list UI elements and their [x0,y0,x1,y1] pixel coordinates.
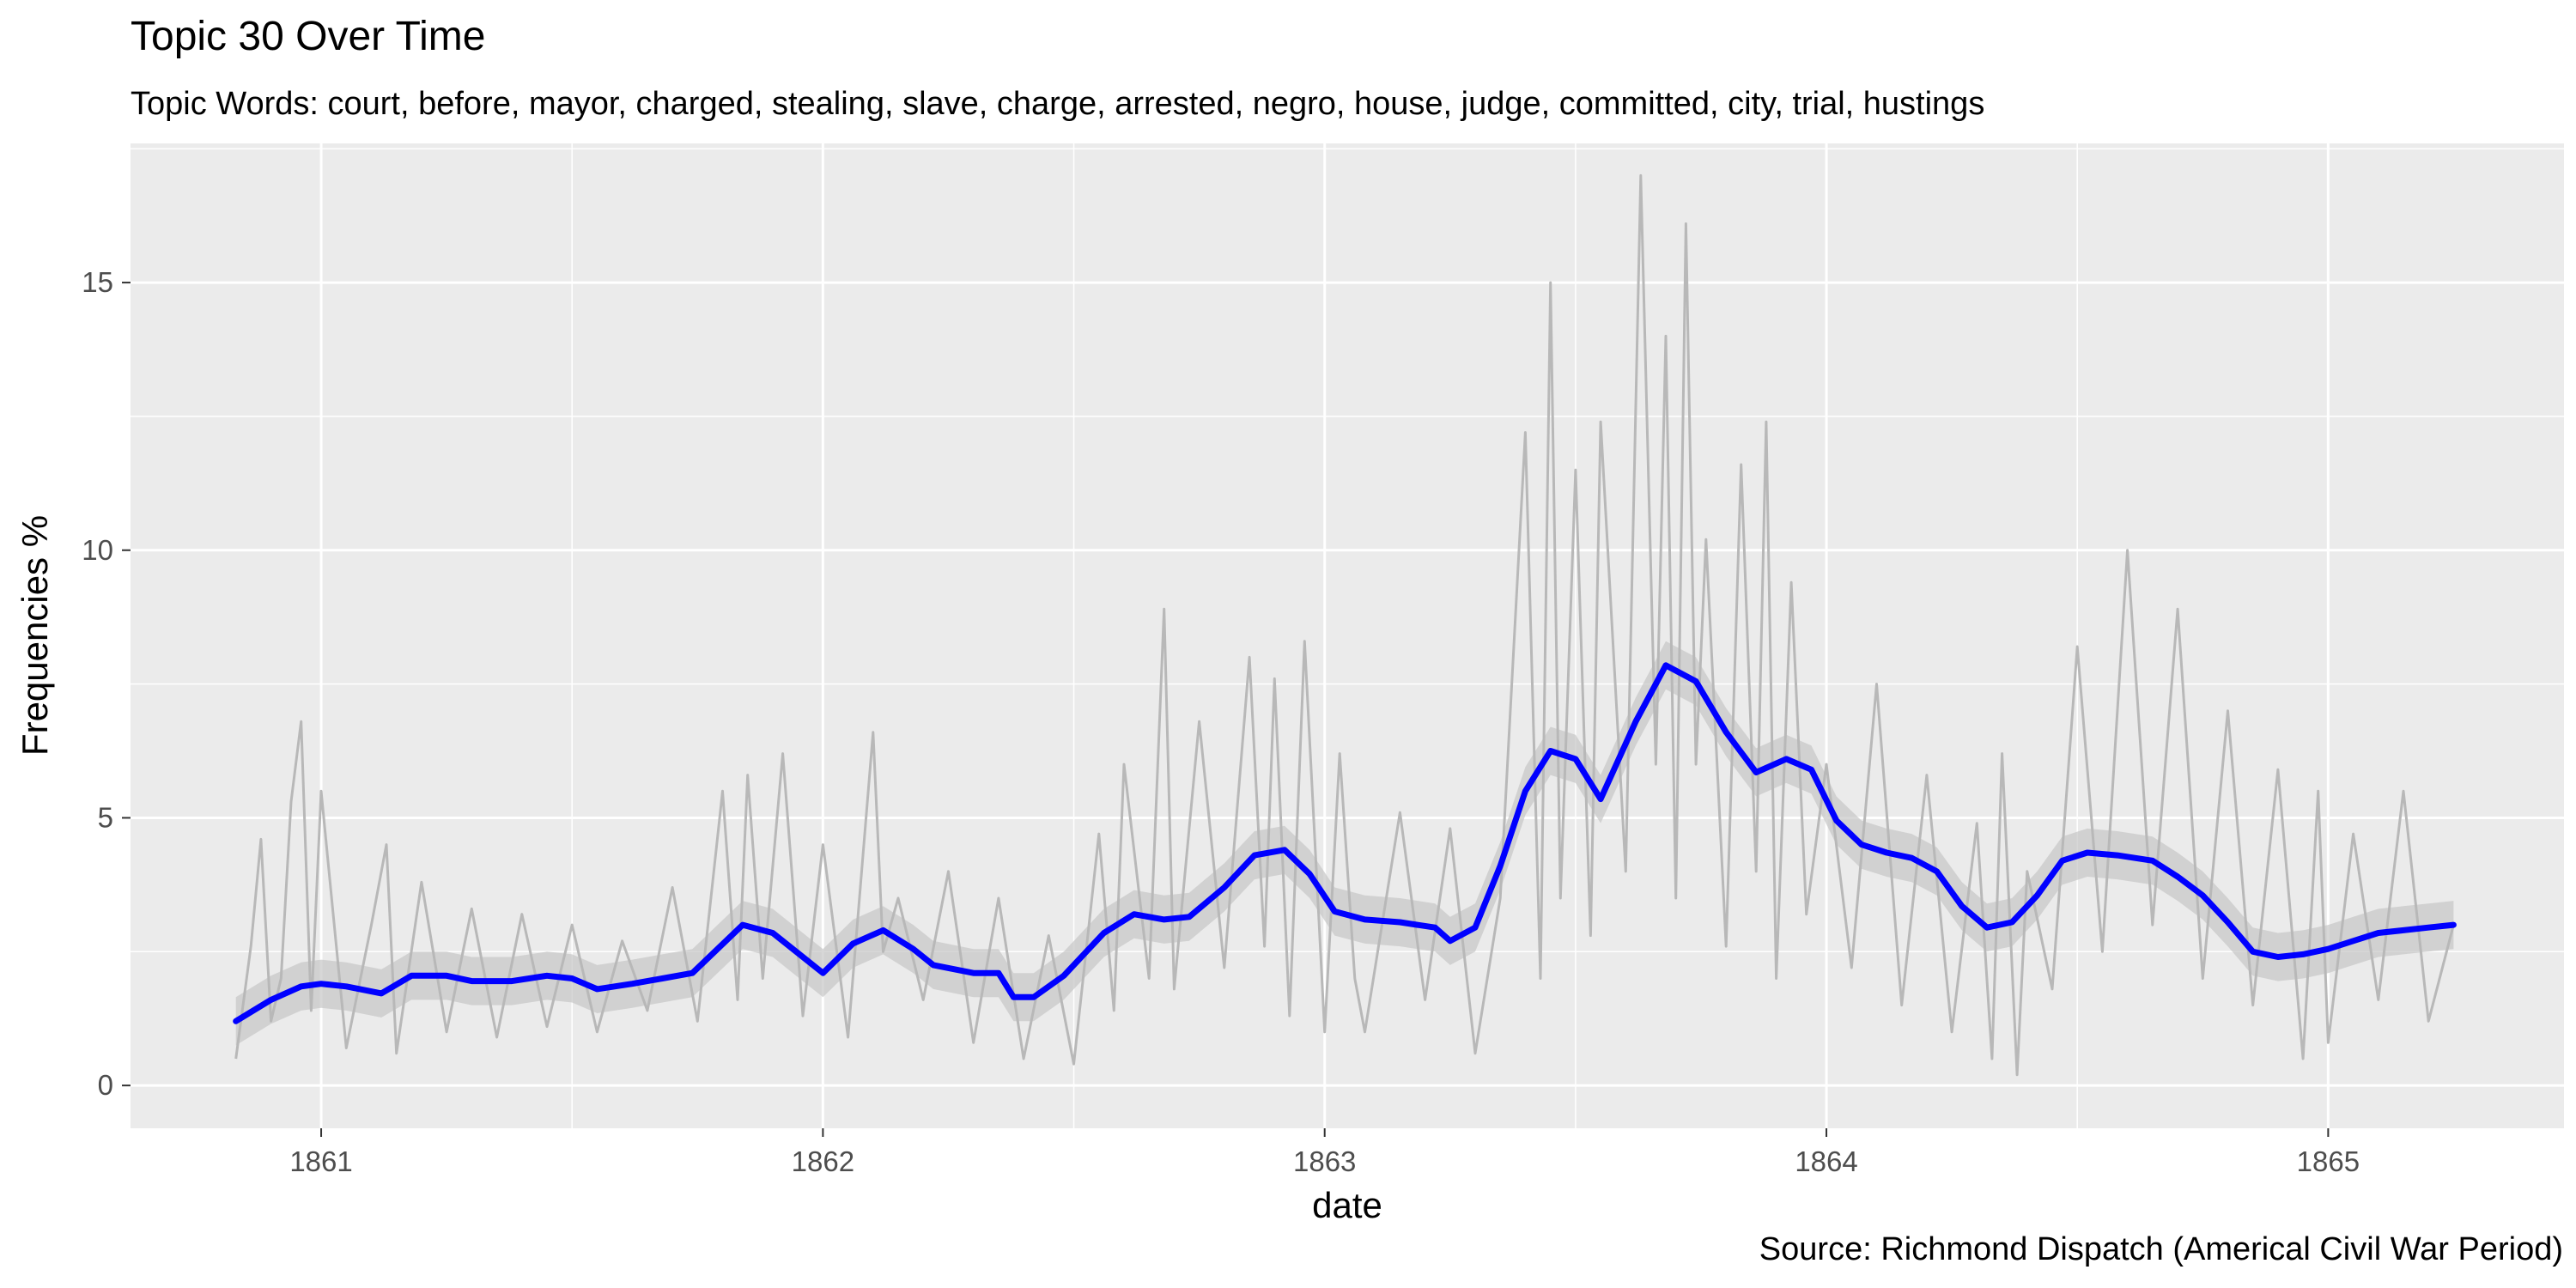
x-tick-label: 1863 [1293,1145,1356,1177]
x-tick-label: 1862 [792,1145,854,1177]
smoothed-series-layer [233,662,2457,1024]
x-axis-ticks: 1861 1862 1863 1864 1865 [289,1128,2360,1177]
y-tick-label: 10 [82,534,113,566]
minor-gridlines [131,143,2564,1128]
y-axis-ticks: 0 5 10 15 [82,266,131,1101]
y-tick-label: 5 [98,801,113,833]
chart-subtitle: Topic Words: court, before, mayor, charg… [131,86,1984,122]
x-tick-label: 1864 [1795,1145,1857,1177]
raw-series-layer [234,173,2455,1077]
x-tick-label: 1861 [289,1145,352,1177]
raw-frequency-series-line [234,173,2455,1077]
smoothed-trend-series-line [233,662,2457,1024]
chart-title: Topic 30 Over Time [131,14,485,59]
y-tick-label: 0 [98,1069,113,1101]
y-tick-label: 15 [82,266,113,298]
chart-caption: Source: Richmond Dispatch (Americal Civi… [1759,1231,2563,1267]
y-axis-title: Frequencies % [15,515,55,756]
x-tick-label: 1865 [2297,1145,2360,1177]
x-axis-title: date [1312,1185,1382,1225]
